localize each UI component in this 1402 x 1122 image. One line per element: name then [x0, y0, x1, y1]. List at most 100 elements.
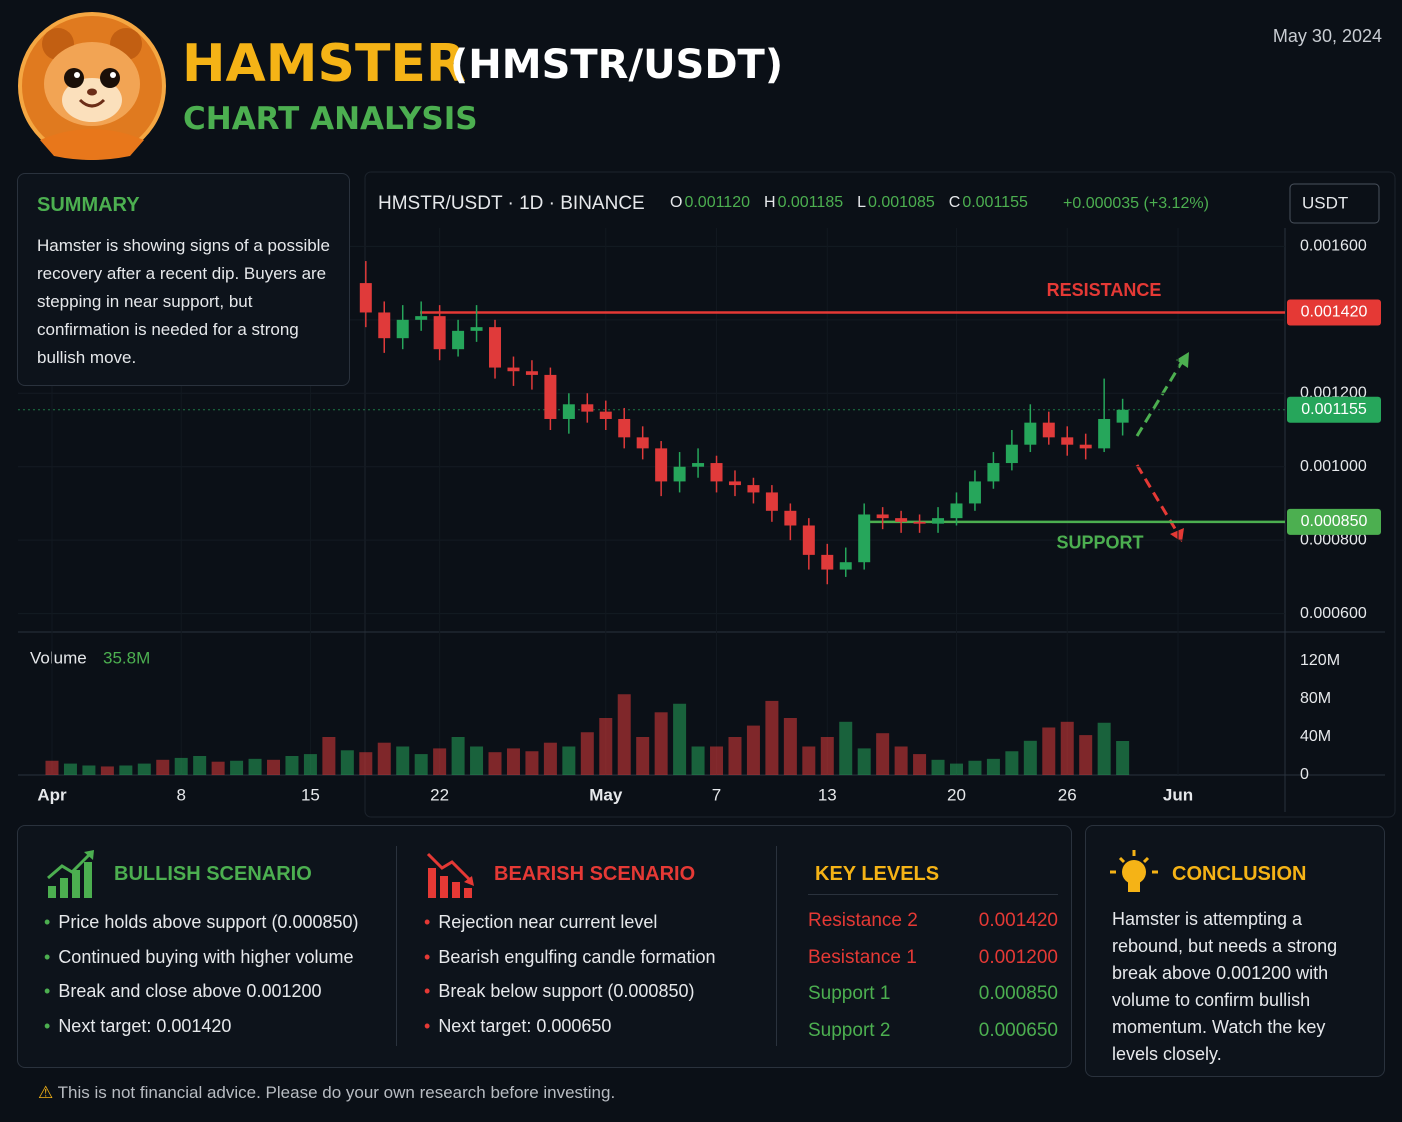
candle-body — [858, 514, 871, 563]
pair: (HMSTR/USDT) — [450, 42, 784, 88]
volume-bar — [230, 760, 244, 775]
candle-body — [692, 463, 705, 467]
key-levels-table: Resistance 2 0.001420 Besistance 1 0.001200… — [808, 910, 1058, 1057]
subtitle: CHART ANALYSIS — [183, 101, 478, 137]
volume-bar — [451, 737, 465, 775]
candle-body — [950, 503, 963, 519]
candle-body — [599, 411, 612, 419]
key-level-row: Support 2 0.000650 — [808, 1020, 1058, 1057]
key-level-name: Besistance 1 — [808, 946, 917, 968]
key-level-value: 0.001420 — [978, 910, 1058, 931]
volume-bar — [857, 748, 871, 775]
level-tag-label: 0.000850 — [1301, 513, 1368, 530]
volume-bar — [783, 718, 797, 775]
ohlc-key: H — [764, 194, 776, 211]
conclusion-title: CONCLUSION — [1172, 863, 1307, 885]
volume-bar — [303, 754, 317, 775]
key-level-value: 0.000650 — [978, 1020, 1058, 1042]
currency[interactable]: USDT — [1302, 193, 1348, 212]
conclusion-text: Hamster is attempting a rebound, but nee… — [1112, 909, 1338, 1064]
volume-bar — [820, 737, 834, 775]
volume-bar — [137, 763, 151, 775]
scenario-item: Continued buying with higher volume — [44, 947, 359, 982]
volume-tick-label: 120M — [1300, 652, 1340, 669]
candle-body — [452, 330, 465, 350]
volume-tick-label: 0 — [1300, 766, 1309, 783]
volume-bar — [470, 746, 484, 775]
volume-tick-label: 40M — [1300, 728, 1331, 745]
volume-bar — [1060, 721, 1074, 775]
candle-body — [765, 492, 778, 511]
x-tick-label: Jun — [1163, 785, 1193, 804]
volume-title: Volume — [30, 648, 87, 667]
candle-body — [728, 481, 741, 486]
candle-body — [1061, 437, 1074, 445]
bulb-icon — [1110, 850, 1158, 892]
volume-bar — [82, 765, 96, 775]
divider — [808, 894, 1058, 895]
candle-body — [525, 371, 538, 375]
volume-bar — [913, 754, 927, 775]
candle-body — [1079, 444, 1092, 449]
candle-body — [544, 374, 557, 419]
summary-text: Hamster is showing signs of a possible r… — [37, 236, 330, 367]
candle-body — [415, 316, 428, 320]
volume-bar — [267, 759, 281, 775]
candle-body — [618, 418, 631, 438]
currency-button[interactable] — [1289, 183, 1380, 224]
scenario-panel: BULLISH SCENARIO Price holds above suppo… — [17, 825, 1072, 1068]
ohlc-key: O — [670, 194, 683, 211]
volume-bar — [396, 746, 410, 775]
volume-bar — [802, 746, 816, 775]
candle-body — [1116, 409, 1129, 423]
volume-bar — [414, 754, 428, 775]
disclaimer: This is not financial advice. Please do … — [57, 1083, 616, 1102]
ohlc-key: C — [948, 194, 961, 211]
volume-tick-label: 80M — [1300, 690, 1331, 707]
volume-bar — [193, 756, 207, 775]
key-level-name: Support 1 — [808, 983, 891, 1005]
ohlc-value: 0.001155 — [962, 194, 1028, 211]
key-level-value: 0.000850 — [978, 983, 1058, 1005]
candle-body — [747, 485, 760, 493]
volume-last: 35.8M — [103, 648, 150, 667]
last-price-tag — [1287, 396, 1381, 423]
candle-body — [987, 463, 1000, 482]
volume-bar — [673, 703, 687, 775]
scenario-item: Break below support (0.000850) — [424, 981, 715, 1016]
volume-bar — [876, 733, 890, 775]
candle-body — [378, 312, 391, 339]
symbol: HMSTR/USDT · 1D · BINANCE — [378, 193, 645, 214]
summary-title: SUMMARY — [37, 194, 140, 216]
scenario-arrows — [1135, 352, 1189, 542]
volume-bar — [433, 748, 447, 775]
candle-body — [636, 437, 649, 449]
x-tick-label: 7 — [712, 785, 721, 804]
volume-bar — [1023, 740, 1037, 775]
x-tick-label: 22 — [430, 785, 449, 804]
scenario-item: Price holds above support (0.000850) — [44, 912, 358, 947]
ohlc-value: 0.001120 — [684, 194, 750, 211]
volume-bar — [580, 732, 594, 775]
volume-bar — [340, 750, 354, 775]
key-levels-title: KEY LEVELS — [815, 863, 940, 885]
volume-bar — [765, 700, 779, 775]
summary-box: SUMMARY Hamster is showing signs of a po… — [17, 173, 350, 386]
key-level-value: 0.001200 — [978, 946, 1058, 968]
candle-body — [1024, 422, 1037, 445]
volume-bar — [894, 746, 908, 775]
avatar — [18, 12, 166, 160]
candle-body — [581, 404, 594, 412]
key-level-row: Support 1 0.000850 — [808, 983, 1058, 1020]
volume-bar — [174, 757, 188, 775]
candle-body — [784, 510, 797, 526]
candle-body — [913, 521, 926, 524]
title: HAMSTER — [182, 34, 466, 94]
level-name: RESISTANCE — [1047, 280, 1162, 300]
ohlc-header: O 0.001120 H 0.001185 L 0.001085 C 0.001155 — [670, 194, 1042, 212]
scenario-item: Rejection near current level — [424, 912, 715, 947]
volume-bar — [211, 761, 225, 775]
volume-bar — [525, 751, 539, 775]
divider — [396, 846, 397, 1046]
conclusion-box: CONCLUSION Hamster is attempting a rebou… — [1085, 825, 1385, 1077]
